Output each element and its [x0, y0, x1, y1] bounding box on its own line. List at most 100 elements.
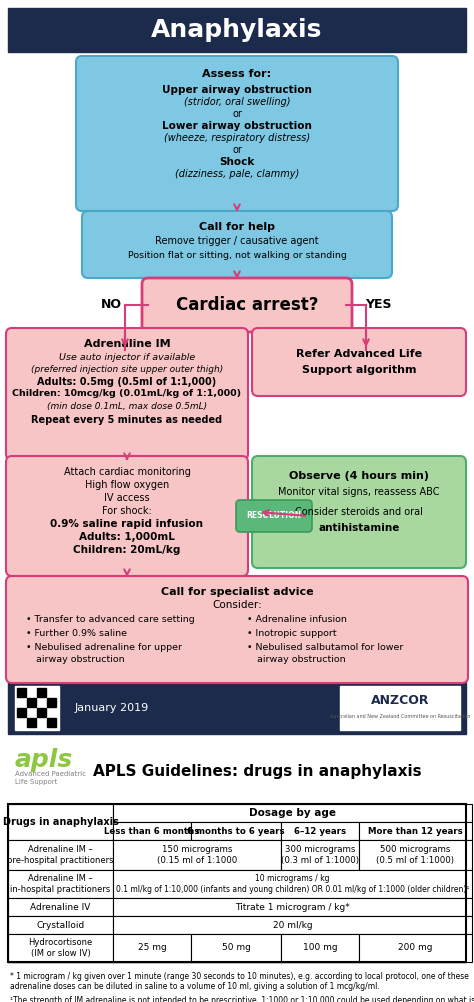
- Text: 150 micrograms
(0.15 ml of 1:1000: 150 micrograms (0.15 ml of 1:1000: [157, 846, 237, 865]
- Text: ¹The strength of IM adrenaline is not intended to be prescriptive, 1:1000 or 1:1: ¹The strength of IM adrenaline is not in…: [10, 996, 474, 1002]
- Text: Repeat every 5 minutes as needed: Repeat every 5 minutes as needed: [31, 415, 223, 425]
- Text: More than 12 years: More than 12 years: [368, 827, 463, 836]
- Text: IV access: IV access: [104, 493, 150, 503]
- Bar: [191, 822, 281, 840]
- Text: Upper airway obstruction: Upper airway obstruction: [162, 85, 312, 95]
- Bar: [8, 682, 466, 734]
- Text: Use auto injector if available: Use auto injector if available: [59, 354, 195, 363]
- FancyBboxPatch shape: [236, 500, 312, 532]
- Bar: [8, 804, 466, 962]
- Bar: [8, 916, 113, 934]
- Text: Adrenaline IM –
in-hospital practitioners: Adrenaline IM – in-hospital practitioner…: [10, 875, 110, 894]
- Text: Adrenaline IV: Adrenaline IV: [30, 903, 91, 912]
- Bar: [113, 870, 472, 898]
- FancyBboxPatch shape: [6, 328, 248, 460]
- Text: Attach cardiac monitoring: Attach cardiac monitoring: [64, 467, 191, 477]
- Bar: [47, 718, 56, 727]
- Bar: [113, 934, 191, 962]
- Text: Adrenaline IM: Adrenaline IM: [84, 339, 170, 349]
- Text: • Nebulised salbutamol for lower: • Nebulised salbutamol for lower: [247, 642, 403, 651]
- Text: or: or: [232, 109, 242, 119]
- Text: Life Support: Life Support: [15, 779, 57, 785]
- Text: 25 mg: 25 mg: [137, 944, 166, 953]
- Bar: [113, 898, 472, 916]
- Text: airway obstruction: airway obstruction: [36, 654, 125, 663]
- Text: Dosage by age: Dosage by age: [249, 808, 336, 818]
- Bar: [359, 934, 472, 962]
- Text: Call for specialist advice: Call for specialist advice: [161, 587, 313, 597]
- Text: 6–12 years: 6–12 years: [294, 827, 346, 836]
- Text: 100 mg: 100 mg: [303, 944, 337, 953]
- Text: * 1 microgram / kg given over 1 minute (range 30 seconds to 10 minutes), e.g. ac: * 1 microgram / kg given over 1 minute (…: [10, 972, 469, 991]
- Bar: [281, 840, 359, 870]
- Text: Anaphylaxis: Anaphylaxis: [151, 18, 323, 42]
- Text: NO: NO: [100, 299, 121, 312]
- Text: For shock:: For shock:: [102, 506, 152, 516]
- Bar: [359, 840, 472, 870]
- FancyBboxPatch shape: [142, 278, 352, 332]
- Text: Observe (4 hours min): Observe (4 hours min): [289, 471, 429, 481]
- Text: • Nebulised adrenaline for upper: • Nebulised adrenaline for upper: [26, 642, 182, 651]
- Text: or: or: [232, 145, 242, 155]
- Bar: [8, 840, 113, 870]
- Text: 500 micrograms
(0.5 ml of 1:1000): 500 micrograms (0.5 ml of 1:1000): [376, 846, 455, 865]
- Text: Hydrocortisone
(IM or slow IV): Hydrocortisone (IM or slow IV): [28, 938, 92, 958]
- Bar: [0, 734, 474, 1002]
- Bar: [27, 718, 36, 727]
- Text: Support algorithm: Support algorithm: [302, 365, 416, 375]
- Text: (dizziness, pale, clammy): (dizziness, pale, clammy): [175, 169, 299, 179]
- Text: YES: YES: [365, 299, 391, 312]
- Text: Adults: 1,000mL: Adults: 1,000mL: [79, 532, 175, 542]
- Bar: [8, 8, 466, 52]
- Text: • Inotropic support: • Inotropic support: [247, 628, 337, 637]
- Text: Children: 10mcg/kg (0.01mL/kg of 1:1,000): Children: 10mcg/kg (0.01mL/kg of 1:1,000…: [12, 390, 242, 399]
- Text: Call for help: Call for help: [199, 222, 275, 232]
- Bar: [8, 934, 113, 962]
- Text: ANZCOR: ANZCOR: [371, 693, 429, 706]
- Bar: [8, 870, 113, 898]
- Text: High flow oxygen: High flow oxygen: [85, 480, 169, 490]
- Bar: [359, 822, 472, 840]
- Text: Assess for:: Assess for:: [202, 69, 272, 79]
- Text: Refer Advanced Life: Refer Advanced Life: [296, 349, 422, 359]
- Text: • Adrenaline infusion: • Adrenaline infusion: [247, 614, 347, 623]
- Bar: [17, 688, 26, 697]
- Bar: [113, 916, 472, 934]
- Bar: [281, 934, 359, 962]
- Text: • Transfer to advanced care setting: • Transfer to advanced care setting: [26, 614, 195, 623]
- Text: RESOLUTION: RESOLUTION: [246, 511, 301, 520]
- Bar: [281, 822, 359, 840]
- Text: 20 ml/kg: 20 ml/kg: [273, 921, 312, 930]
- Text: Australian and New Zealand Committee on Resuscitation: Australian and New Zealand Committee on …: [330, 713, 470, 718]
- FancyBboxPatch shape: [252, 328, 466, 396]
- FancyBboxPatch shape: [6, 576, 468, 683]
- Text: Children: 20mL/kg: Children: 20mL/kg: [73, 545, 181, 555]
- Bar: [37, 688, 46, 697]
- Text: (wheeze, respiratory distress): (wheeze, respiratory distress): [164, 133, 310, 143]
- Text: APLS Guidelines: drugs in anaphylaxis: APLS Guidelines: drugs in anaphylaxis: [93, 764, 421, 779]
- Text: Position flat or sitting, not walking or standing: Position flat or sitting, not walking or…: [128, 250, 346, 260]
- Bar: [340, 686, 460, 730]
- Text: (stridor, oral swelling): (stridor, oral swelling): [184, 97, 290, 107]
- Text: apls: apls: [15, 748, 73, 772]
- Text: Adrenaline IM –
pre-hospital practitioners: Adrenaline IM – pre-hospital practitione…: [7, 846, 114, 865]
- Bar: [113, 840, 281, 870]
- Text: Monitor vital signs, reassess ABC: Monitor vital signs, reassess ABC: [278, 487, 440, 497]
- Bar: [113, 804, 472, 822]
- Text: Lower airway obstruction: Lower airway obstruction: [162, 121, 312, 131]
- Bar: [8, 898, 113, 916]
- Text: Cardiac arrest?: Cardiac arrest?: [176, 296, 318, 314]
- Bar: [17, 708, 26, 717]
- Text: Adults: 0.5mg (0.5ml of 1:1,000): Adults: 0.5mg (0.5ml of 1:1,000): [37, 377, 217, 387]
- Bar: [8, 804, 466, 962]
- Bar: [191, 934, 281, 962]
- Text: 0.9% saline rapid infusion: 0.9% saline rapid infusion: [51, 519, 203, 529]
- Text: Titrate 1 microgram / kg*: Titrate 1 microgram / kg*: [235, 903, 350, 912]
- Text: Remove trigger / causative agent: Remove trigger / causative agent: [155, 236, 319, 246]
- FancyBboxPatch shape: [82, 211, 392, 278]
- Text: • Further 0.9% saline: • Further 0.9% saline: [26, 628, 127, 637]
- Bar: [15, 686, 59, 730]
- Text: Consider:: Consider:: [212, 600, 262, 610]
- Text: Crystalloid: Crystalloid: [36, 921, 85, 930]
- Text: Less than 6 months: Less than 6 months: [104, 827, 200, 836]
